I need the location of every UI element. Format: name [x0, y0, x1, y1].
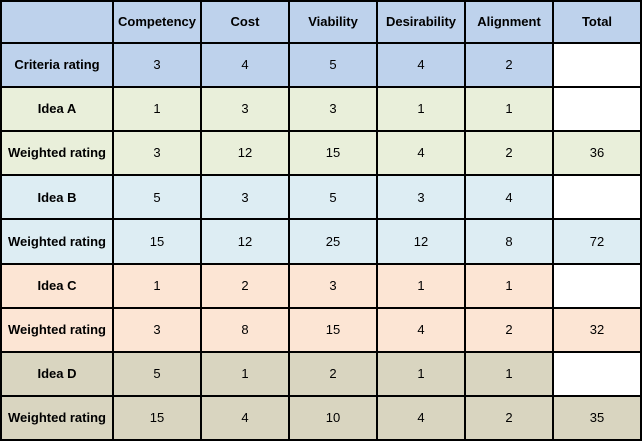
value-cell: 3 [288, 86, 378, 133]
column-header-viability: Viability [288, 0, 378, 44]
value-cell: 3 [112, 41, 202, 89]
value-cell: 4 [376, 130, 466, 177]
header-row: Competency Cost Viability Desirability Align… [0, 0, 642, 44]
value-cell: 3 [376, 174, 466, 221]
value-cell: 2 [464, 306, 554, 353]
value-cell: 25 [288, 218, 378, 265]
row-label: Criteria rating [0, 41, 114, 89]
value-cell: 4 [200, 41, 290, 89]
value-cell: 4 [376, 41, 466, 89]
row-label: Weighted rating [0, 218, 114, 265]
value-cell: 3 [288, 262, 378, 309]
row-label: Idea A [0, 86, 114, 133]
value-cell: 5 [112, 350, 202, 397]
total-cell [552, 86, 642, 133]
table-row: Criteria rating 3 4 5 4 2 [0, 41, 642, 89]
corner-header-cell [0, 0, 114, 44]
value-cell: 1 [464, 86, 554, 133]
value-cell: 12 [200, 218, 290, 265]
total-cell [552, 350, 642, 397]
value-cell: 10 [288, 394, 378, 441]
table-row: Weighted rating 15 12 25 12 8 72 [0, 218, 642, 265]
value-cell: 3 [112, 130, 202, 177]
value-cell: 5 [288, 41, 378, 89]
table-body: Criteria rating 3 4 5 4 2 Idea A 1 3 3 1 1 Weighted … [0, 41, 642, 441]
row-label: Idea B [0, 174, 114, 221]
value-cell: 1 [376, 86, 466, 133]
column-header-total: Total [552, 0, 642, 44]
value-cell: 15 [112, 394, 202, 441]
total-cell: 35 [552, 394, 642, 441]
value-cell: 15 [288, 130, 378, 177]
column-header-cost: Cost [200, 0, 290, 44]
value-cell: 3 [200, 174, 290, 221]
value-cell: 1 [376, 262, 466, 309]
row-label: Weighted rating [0, 306, 114, 353]
value-cell: 12 [200, 130, 290, 177]
table-row: Weighted rating 3 12 15 4 2 36 [0, 130, 642, 177]
total-cell [552, 41, 642, 89]
value-cell: 8 [464, 218, 554, 265]
value-cell: 4 [376, 306, 466, 353]
value-cell: 1 [376, 350, 466, 397]
row-label: Weighted rating [0, 394, 114, 441]
value-cell: 2 [464, 130, 554, 177]
row-label: Idea D [0, 350, 114, 397]
total-cell: 72 [552, 218, 642, 265]
total-cell: 36 [552, 130, 642, 177]
value-cell: 1 [464, 262, 554, 309]
value-cell: 2 [200, 262, 290, 309]
value-cell: 5 [288, 174, 378, 221]
value-cell: 15 [288, 306, 378, 353]
value-cell: 15 [112, 218, 202, 265]
column-header-alignment: Alignment [464, 0, 554, 44]
value-cell: 1 [112, 262, 202, 309]
value-cell: 4 [376, 394, 466, 441]
row-label: Weighted rating [0, 130, 114, 177]
value-cell: 1 [112, 86, 202, 133]
column-header-competency: Competency [112, 0, 202, 44]
value-cell: 3 [200, 86, 290, 133]
value-cell: 8 [200, 306, 290, 353]
value-cell: 1 [464, 350, 554, 397]
value-cell: 4 [200, 394, 290, 441]
value-cell: 12 [376, 218, 466, 265]
value-cell: 1 [200, 350, 290, 397]
table-header: Competency Cost Viability Desirability Align… [0, 0, 642, 44]
table-row: Weighted rating 15 4 10 4 2 35 [0, 394, 642, 441]
value-cell: 2 [464, 41, 554, 89]
total-cell: 32 [552, 306, 642, 353]
value-cell: 2 [288, 350, 378, 397]
value-cell: 5 [112, 174, 202, 221]
value-cell: 3 [112, 306, 202, 353]
value-cell: 2 [464, 394, 554, 441]
table-row: Weighted rating 3 8 15 4 2 32 [0, 306, 642, 353]
value-cell: 4 [464, 174, 554, 221]
column-header-desirability: Desirability [376, 0, 466, 44]
total-cell [552, 174, 642, 221]
total-cell [552, 262, 642, 309]
row-label: Idea C [0, 262, 114, 309]
